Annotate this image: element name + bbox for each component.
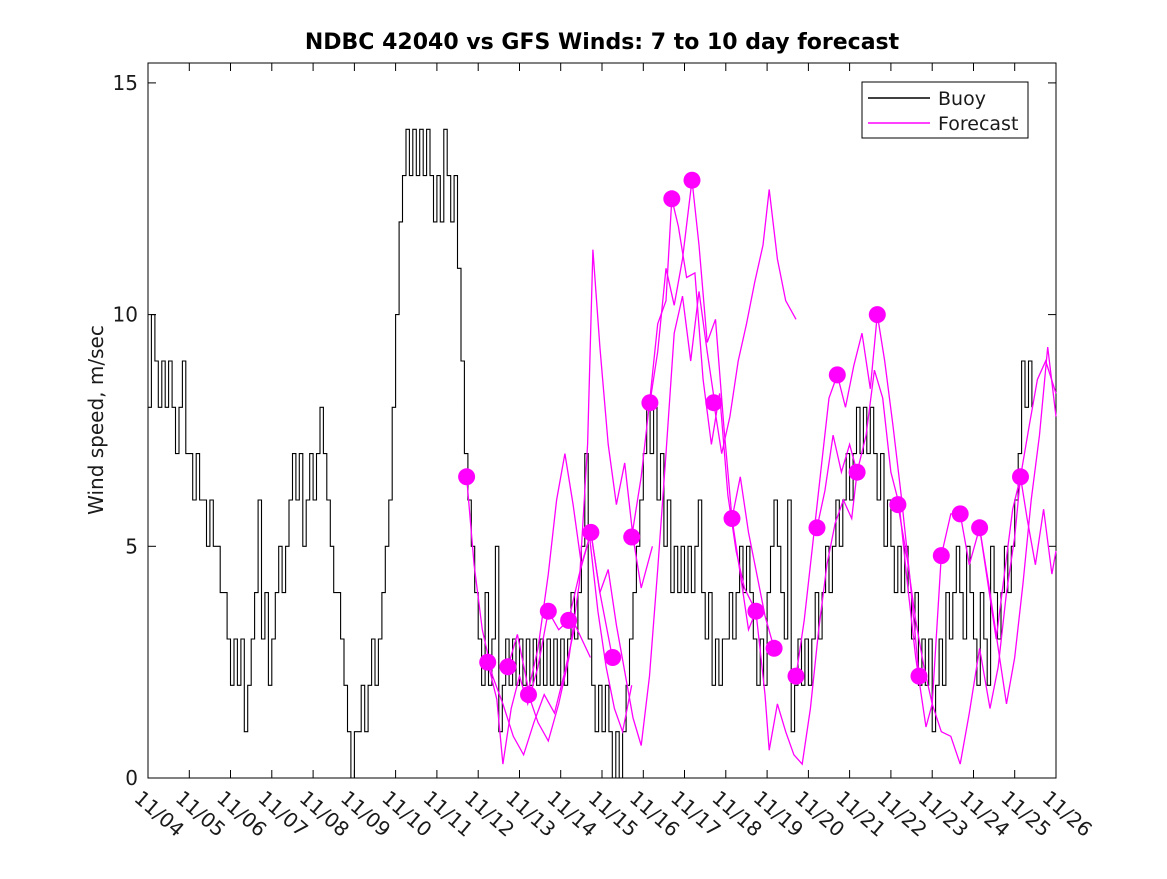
legend-box bbox=[861, 81, 1029, 139]
forecast-line bbox=[649, 180, 775, 649]
forecast-marker-dot bbox=[539, 602, 557, 620]
forecast-marker-dot bbox=[848, 463, 866, 481]
forecast-marker-dot bbox=[560, 611, 578, 629]
forecast-line bbox=[1019, 476, 1057, 575]
forecast-line bbox=[816, 370, 942, 728]
forecast-marker-dot bbox=[479, 653, 497, 671]
forecast-line bbox=[978, 347, 1057, 705]
forecast-marker-dot bbox=[808, 519, 826, 537]
forecast-marker-dot bbox=[971, 519, 989, 537]
forecast-marker-dot bbox=[458, 468, 476, 486]
forecast-marker-dot bbox=[499, 658, 517, 676]
forecast-line bbox=[590, 291, 716, 746]
forecast-line bbox=[713, 189, 797, 454]
forecast-line bbox=[507, 453, 633, 735]
y-axis-label: Wind speed, m/sec bbox=[84, 325, 108, 515]
forecast-marker-dot bbox=[723, 510, 741, 527]
forecast-marker-dot bbox=[582, 523, 600, 541]
forecast-marker-dot bbox=[1012, 468, 1029, 486]
plot-axes bbox=[147, 62, 1057, 779]
forecast-marker-dot bbox=[787, 667, 805, 685]
forecast-markers bbox=[458, 171, 1029, 704]
forecast-line bbox=[897, 476, 1022, 765]
forecast-line bbox=[795, 314, 920, 677]
y-tick-label: 0 bbox=[125, 766, 138, 790]
forecast-series-lines bbox=[465, 180, 1057, 766]
forecast-marker-dot bbox=[910, 667, 928, 685]
legend: Buoy Forecast bbox=[861, 81, 1029, 139]
forecast-line bbox=[465, 476, 591, 757]
forecast-marker-dot bbox=[828, 366, 846, 384]
forecast-marker-dot bbox=[623, 528, 641, 546]
forecast-marker-dot bbox=[765, 639, 783, 657]
forecast-marker-dot bbox=[951, 505, 969, 523]
forecast-marker-dot bbox=[604, 649, 622, 666]
forecast-marker-dot bbox=[520, 686, 537, 704]
forecast-marker-dot bbox=[889, 496, 907, 514]
buoy-series-line bbox=[148, 128, 1033, 779]
chart-title: NDBC 42040 vs GFS Winds: 7 to 10 day for… bbox=[304, 30, 900, 55]
forecast-marker-dot bbox=[868, 306, 886, 324]
forecast-marker-dot bbox=[705, 394, 723, 412]
forecast-marker-dot bbox=[683, 171, 701, 189]
forecast-line bbox=[527, 249, 654, 743]
forecast-marker-dot bbox=[641, 394, 659, 412]
legend-label-buoy: Buoy bbox=[938, 88, 986, 110]
legend-label-forecast: Forecast bbox=[938, 113, 1018, 135]
y-tick-label: 15 bbox=[113, 71, 138, 95]
forecast-marker-dot bbox=[932, 547, 950, 565]
forecast-marker-dot bbox=[747, 602, 765, 620]
y-tick-label: 5 bbox=[125, 534, 138, 558]
forecast-line bbox=[940, 359, 1057, 640]
forecast-marker-dot bbox=[663, 190, 681, 208]
y-tick-label: 10 bbox=[113, 303, 138, 327]
